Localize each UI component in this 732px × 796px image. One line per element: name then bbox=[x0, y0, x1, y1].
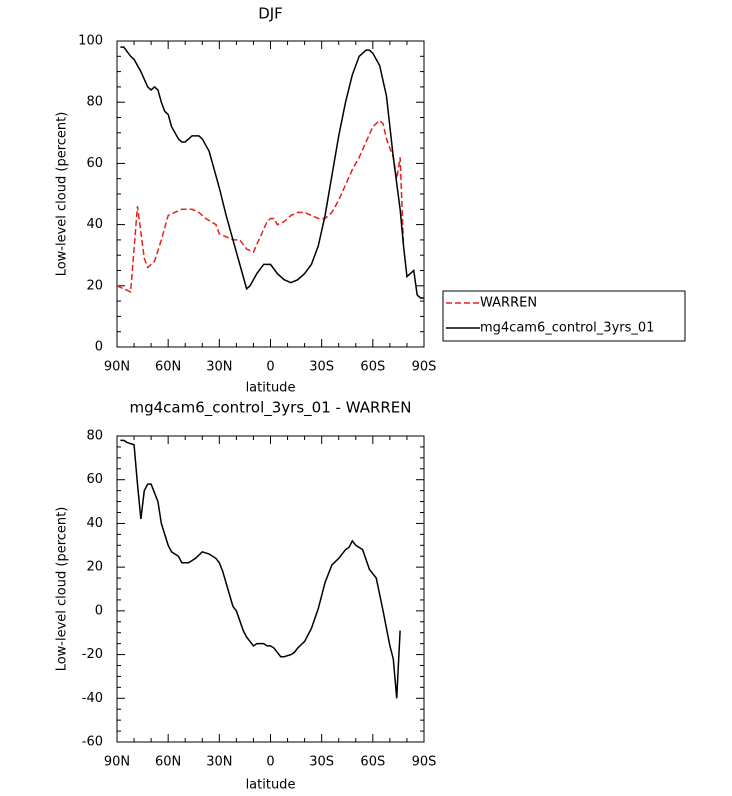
x-tick-label: 30N bbox=[206, 360, 232, 375]
y-axis-label: Low-level cloud (percent) bbox=[55, 112, 70, 277]
x-axis-label: latitude bbox=[246, 778, 296, 793]
y-tick-label: 60 bbox=[86, 472, 103, 487]
y-tick-label: 80 bbox=[86, 429, 103, 444]
y-tick-label: 0 bbox=[95, 340, 103, 355]
y-tick-label: 40 bbox=[86, 217, 103, 232]
x-tick-label: 90N bbox=[104, 360, 130, 375]
x-tick-label: 30S bbox=[309, 755, 334, 770]
x-tick-label: 90S bbox=[412, 360, 437, 375]
y-tick-label: -60 bbox=[82, 735, 103, 750]
y-axis-label: Low-level cloud (percent) bbox=[55, 507, 70, 672]
data-line bbox=[120, 439, 401, 699]
x-tick-label: 0 bbox=[266, 755, 274, 770]
legend-box bbox=[442, 290, 686, 342]
legend-label: mg4cam6_control_3yrs_01 bbox=[480, 321, 654, 336]
x-tick-label: 60N bbox=[155, 360, 181, 375]
y-tick-label: 0 bbox=[95, 603, 103, 618]
y-tick-label: 80 bbox=[86, 95, 103, 110]
y-tick-label: -40 bbox=[82, 691, 103, 706]
x-tick-label: 90N bbox=[104, 755, 130, 770]
x-tick-label: 30N bbox=[206, 755, 232, 770]
y-tick-label: 100 bbox=[78, 34, 103, 49]
x-tick-label: 60N bbox=[155, 755, 181, 770]
x-tick-label: 90S bbox=[412, 755, 437, 770]
y-tick-label: 20 bbox=[86, 278, 103, 293]
y-tick-label: 60 bbox=[86, 156, 103, 171]
x-axis-label: latitude bbox=[246, 381, 296, 396]
x-tick-label: 30S bbox=[309, 360, 334, 375]
data-line bbox=[116, 119, 405, 294]
y-tick-label: -20 bbox=[82, 647, 103, 662]
plot-frame bbox=[116, 40, 425, 348]
x-tick-label: 0 bbox=[266, 360, 274, 375]
y-tick-label: 40 bbox=[86, 516, 103, 531]
x-tick-label: 60S bbox=[360, 360, 385, 375]
chart-title: mg4cam6_control_3yrs_01 - WARREN bbox=[129, 399, 411, 418]
legend-label: WARREN bbox=[480, 296, 537, 311]
y-tick-label: 20 bbox=[86, 560, 103, 575]
chart-title: DJF bbox=[258, 5, 283, 23]
data-line bbox=[120, 46, 424, 299]
x-tick-label: 60S bbox=[360, 755, 385, 770]
